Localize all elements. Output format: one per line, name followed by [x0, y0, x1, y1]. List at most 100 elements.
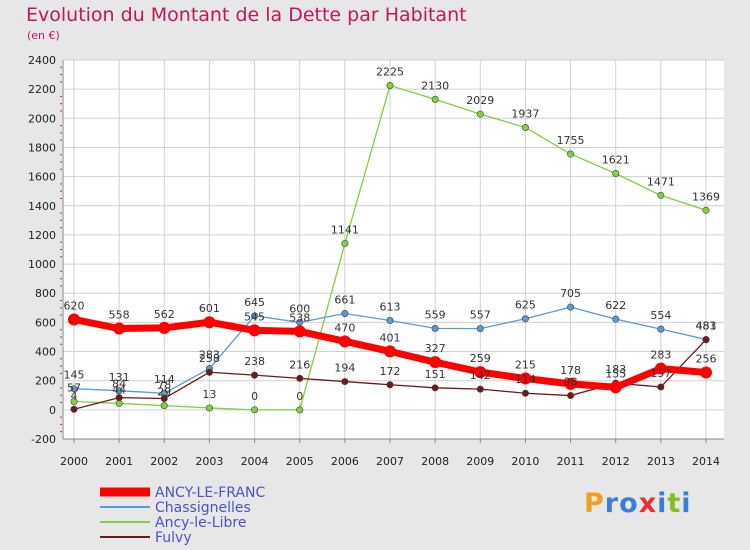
legend-label-2: Ancy-le-Libre — [155, 515, 246, 531]
data-point — [205, 404, 213, 412]
data-point — [341, 378, 349, 386]
y-minor-tick — [60, 329, 62, 331]
data-point — [68, 313, 80, 326]
data-point — [248, 324, 261, 337]
data-point — [431, 95, 439, 103]
y-minor-tick — [60, 270, 62, 272]
data-label: 151 — [425, 368, 446, 381]
data-label: 401 — [380, 331, 401, 344]
data-point — [338, 335, 351, 348]
y-tick-label: 1600 — [28, 171, 56, 184]
data-point — [160, 394, 168, 402]
data-point — [386, 316, 394, 324]
data-label: 4 — [71, 389, 78, 402]
data-label: 131 — [109, 371, 130, 384]
data-label: 194 — [334, 362, 355, 375]
data-point — [205, 368, 213, 376]
data-label: 554 — [650, 309, 671, 322]
logo-letter: r — [604, 488, 620, 519]
plot-area — [63, 60, 724, 439]
x-tick-label: 2002 — [150, 455, 178, 468]
y-tick-label: 2200 — [28, 83, 56, 96]
data-point — [160, 402, 168, 410]
x-tick-label: 2007 — [376, 455, 404, 468]
data-label: 645 — [244, 296, 265, 309]
data-point — [115, 399, 123, 407]
data-label: 216 — [289, 358, 310, 371]
data-point — [115, 394, 123, 402]
x-tick-label: 2011 — [557, 455, 585, 468]
x-tick-label: 2012 — [602, 455, 630, 468]
data-point — [251, 312, 259, 320]
y-minor-tick — [60, 161, 62, 163]
data-point — [567, 392, 575, 400]
logo-letter: i — [657, 488, 668, 519]
y-minor-tick — [60, 285, 62, 287]
data-point — [476, 110, 484, 118]
axes: -200020040060080010001200140016001800200… — [28, 54, 724, 468]
logo-letter: i — [681, 488, 692, 519]
data-point — [251, 406, 259, 414]
y-minor-tick — [60, 423, 62, 425]
data-point — [429, 356, 442, 369]
data-point — [521, 315, 529, 323]
proxiti-logo: Proxiti — [584, 488, 692, 519]
data-label: 44 — [112, 383, 126, 396]
data-label: 620 — [64, 299, 85, 312]
data-label: 84 — [112, 378, 126, 391]
y-minor-tick — [60, 372, 62, 374]
data-point — [158, 321, 171, 334]
data-label: 145 — [64, 369, 85, 382]
y-tick-label: 1800 — [28, 141, 56, 154]
data-point — [702, 336, 710, 344]
x-tick-label: 2005 — [286, 455, 314, 468]
data-label: 483 — [696, 319, 717, 332]
data-label: 1369 — [692, 190, 720, 203]
data-point — [384, 345, 396, 358]
data-label: 327 — [425, 342, 446, 355]
data-point — [657, 325, 665, 333]
data-label: 1755 — [557, 134, 585, 147]
y-minor-tick — [60, 249, 62, 250]
data-point — [203, 316, 216, 329]
y-minor-tick — [60, 103, 62, 105]
data-point — [476, 385, 484, 393]
data-point — [612, 315, 620, 323]
y-tick-label: -200 — [31, 433, 56, 446]
data-point — [115, 387, 123, 395]
y-minor-tick — [60, 431, 62, 433]
data-point — [521, 123, 529, 131]
data-point — [113, 322, 126, 335]
y-minor-tick — [60, 241, 62, 243]
x-tick-label: 2006 — [331, 455, 359, 468]
data-label: 29 — [157, 386, 171, 399]
y-minor-tick — [60, 154, 62, 156]
y-minor-tick — [60, 387, 62, 389]
y-minor-tick — [60, 278, 62, 280]
y-minor-tick — [60, 95, 62, 97]
data-label: 283 — [650, 349, 671, 362]
data-label: 538 — [289, 311, 310, 324]
data-point — [251, 371, 259, 379]
data-point — [654, 362, 667, 375]
data-label: 1141 — [331, 224, 359, 237]
y-minor-tick — [60, 197, 62, 199]
logo-letter: x — [638, 488, 658, 519]
data-label: 562 — [154, 308, 175, 321]
x-tick-label: 2010 — [511, 455, 539, 468]
data-point — [567, 150, 575, 158]
y-minor-tick — [60, 336, 62, 338]
y-minor-tick — [60, 394, 62, 396]
y-tick-label: 2000 — [28, 112, 56, 125]
data-point — [296, 406, 304, 414]
y-minor-tick — [60, 307, 62, 309]
y-minor-tick — [60, 300, 62, 302]
data-label: 259 — [470, 352, 491, 365]
data-point — [386, 82, 394, 90]
data-label: 625 — [515, 299, 536, 312]
data-point — [70, 385, 78, 393]
data-label: 215 — [515, 359, 536, 372]
data-label: 601 — [199, 302, 220, 315]
